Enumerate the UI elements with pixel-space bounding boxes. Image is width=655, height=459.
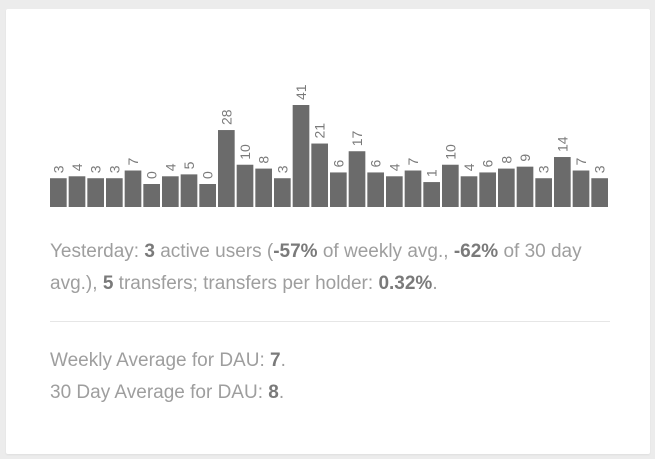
bar-24: [479, 172, 496, 207]
bar-10: [218, 130, 235, 207]
yesterday-transfers-text: transfers; transfers per holder:: [113, 273, 379, 294]
bar-label-28: 14: [554, 136, 570, 152]
bar-17: [348, 151, 366, 207]
bar-label-14: 41: [293, 84, 309, 100]
bar-label-17: 17: [349, 130, 365, 146]
bar-4: [106, 178, 123, 207]
yesterday-weekly-pct: -57%: [273, 241, 318, 262]
bar-26: [516, 166, 534, 207]
bar-7: [162, 176, 179, 207]
bar-label-23: 4: [461, 163, 477, 171]
weekly-average-line: Weekly Average for DAU: 7.: [50, 345, 610, 377]
yesterday-transfers-value: 5: [102, 273, 114, 294]
yesterday-thirty-day-text: of 30 day avg.),: [50, 241, 582, 294]
divider: [50, 321, 610, 322]
bar-label-18: 6: [368, 159, 384, 167]
thirty-day-average-line: 30 Day Average for DAU: 8.: [50, 377, 610, 409]
yesterday-end: .: [432, 273, 438, 294]
thirty-day-average-label: 30 Day Average for DAU:: [50, 382, 269, 403]
bar-label-27: 3: [536, 165, 552, 173]
bar-8: [180, 174, 198, 207]
bar-16: [330, 172, 347, 207]
bar-11: [236, 164, 254, 207]
bar-12: [255, 168, 272, 207]
weekly-average-value: 7: [270, 350, 281, 371]
bar-30: [591, 178, 608, 207]
thirty-day-average-end: .: [278, 382, 285, 403]
bar-label-21: 1: [424, 169, 440, 177]
bar-label-16: 6: [330, 159, 346, 167]
bar-label-26: 9: [517, 154, 533, 162]
weekly-average-label: Weekly Average for DAU:: [50, 350, 271, 371]
yesterday-weekly-text: of weekly avg.,: [317, 241, 454, 262]
bar-1: [50, 178, 67, 207]
yesterday-transfers-per-holder: 0.32%: [378, 273, 433, 294]
bar-label-1: 3: [50, 165, 66, 173]
bar-label-20: 7: [405, 158, 421, 166]
bar-28: [554, 157, 571, 207]
bar-23: [460, 176, 478, 207]
bar-label-25: 8: [498, 156, 514, 164]
bar-14: [292, 105, 310, 207]
bar-6: [143, 184, 160, 207]
weekly-average-end: .: [280, 350, 286, 371]
bar-label-12: 8: [256, 156, 272, 164]
bar-18: [367, 172, 384, 207]
bar-2: [68, 176, 86, 207]
bar-3: [87, 178, 104, 207]
dau-averages: Weekly Average for DAU: 7. 30 Day Averag…: [50, 345, 610, 409]
bar-label-11: 10: [237, 144, 253, 160]
bar-21: [423, 182, 440, 207]
bar-5: [124, 170, 142, 207]
yesterday-thirty-day-pct: -62%: [453, 241, 499, 262]
bar-29: [572, 170, 590, 207]
yesterday-prefix: Yesterday:: [50, 241, 145, 262]
dau-card: 3 4 3 3 7 0 4 5 0 28 10 8 3 41 21 6 17 6 4 7 1 10 4 6 8 9 3 14 7 3 Ye…: [6, 9, 650, 454]
bar-label-15: 21: [312, 123, 328, 139]
bar-19: [386, 176, 403, 207]
bar-label-22: 10: [442, 144, 458, 160]
bar-label-5: 7: [125, 158, 141, 166]
bar-label-19: 4: [386, 163, 402, 171]
bar-label-6: 0: [144, 171, 160, 179]
bar-label-3: 3: [88, 165, 104, 173]
bar-label-10: 28: [218, 109, 234, 125]
yesterday-active-users-value: 3: [144, 241, 155, 262]
bar-label-13: 3: [274, 165, 290, 173]
bar-22: [442, 164, 459, 207]
bar-15: [311, 143, 328, 207]
bar-13: [274, 178, 291, 207]
bar-27: [535, 178, 552, 207]
bar-label-4: 3: [106, 165, 122, 173]
bar-label-30: 3: [592, 165, 608, 173]
dau-bar-chart: 3 4 3 3 7 0 4 5 0 28 10 8 3 41 21 6 17 6 4 7 1 10 4 6 8 9 3 14 7 3: [50, 64, 610, 210]
bar-label-7: 4: [162, 163, 178, 171]
bar-label-29: 7: [573, 158, 589, 166]
bar-label-8: 5: [181, 161, 197, 169]
bar-label-24: 6: [480, 159, 496, 167]
bar-label-9: 0: [200, 171, 216, 179]
thirty-day-average-value: 8: [268, 382, 279, 403]
yesterday-active-users-text: active users (: [154, 241, 274, 262]
bar-25: [498, 168, 515, 207]
bar-20: [404, 170, 422, 207]
bar-9: [199, 184, 216, 207]
yesterday-summary: Yesterday: 3 active users (-57% of weekl…: [50, 236, 610, 300]
bar-label-2: 4: [69, 163, 85, 171]
